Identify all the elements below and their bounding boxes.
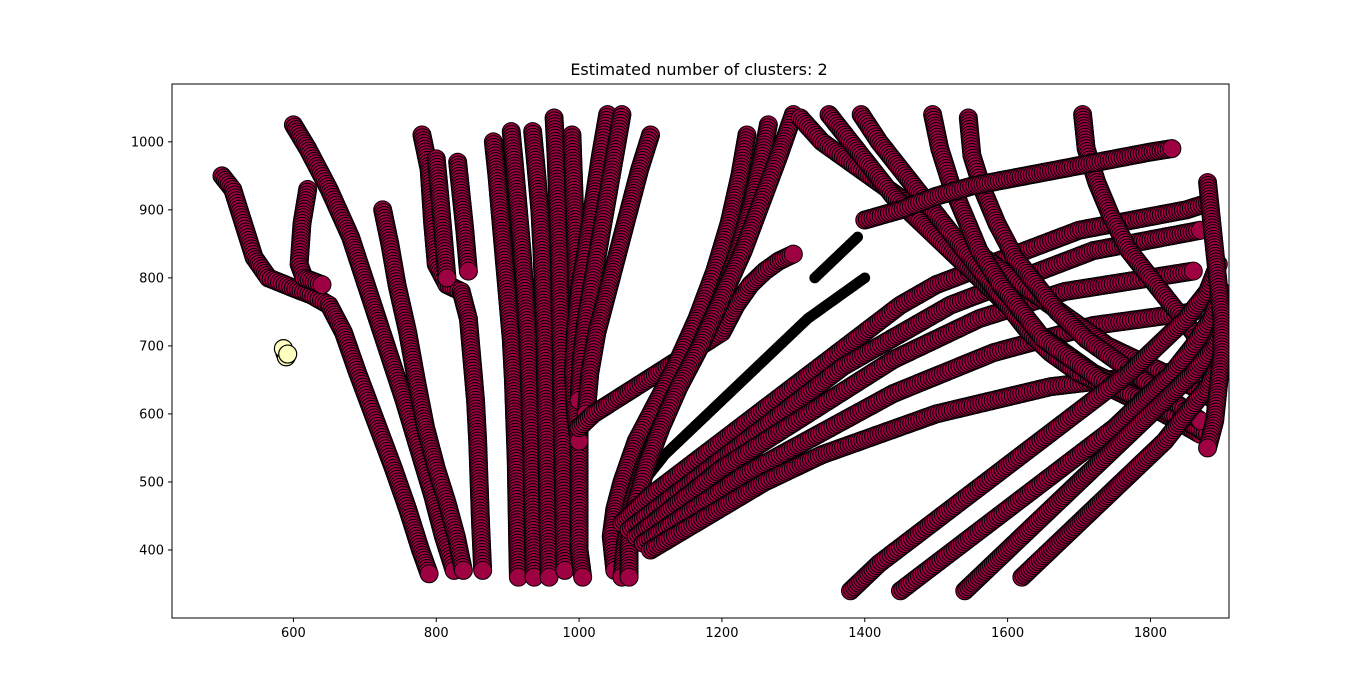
- cluster-point: [453, 560, 473, 580]
- cluster-point: [419, 564, 439, 584]
- cluster-point: [458, 261, 478, 281]
- noise-point: [852, 231, 864, 243]
- cluster-point: [473, 560, 493, 580]
- plot-marks: [212, 105, 1229, 601]
- chart-title: Estimated number of clusters: 2: [570, 60, 827, 79]
- cluster-point: [312, 275, 332, 295]
- cluster-point: [619, 567, 639, 587]
- cluster-point: [539, 567, 559, 587]
- cluster-point: [437, 268, 457, 288]
- cluster-point: [783, 244, 803, 264]
- noise-point: [859, 272, 871, 284]
- cluster-point: [555, 560, 575, 580]
- cluster-point: [1183, 261, 1203, 281]
- cluster-point: [573, 567, 593, 587]
